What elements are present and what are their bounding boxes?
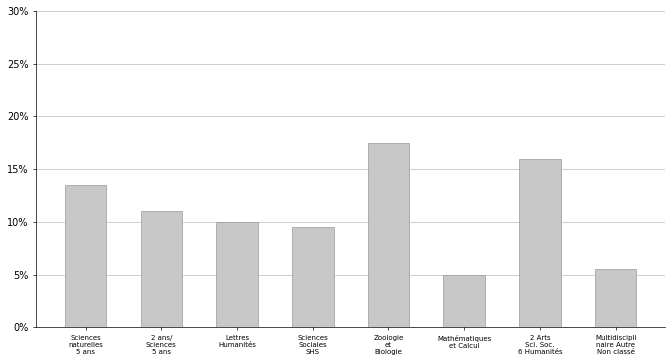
Bar: [292, 227, 333, 327]
Bar: [368, 143, 409, 327]
Bar: [216, 222, 258, 327]
Bar: [140, 211, 182, 327]
Bar: [519, 159, 560, 327]
Bar: [65, 185, 106, 327]
Bar: [595, 269, 636, 327]
Bar: [444, 275, 485, 327]
